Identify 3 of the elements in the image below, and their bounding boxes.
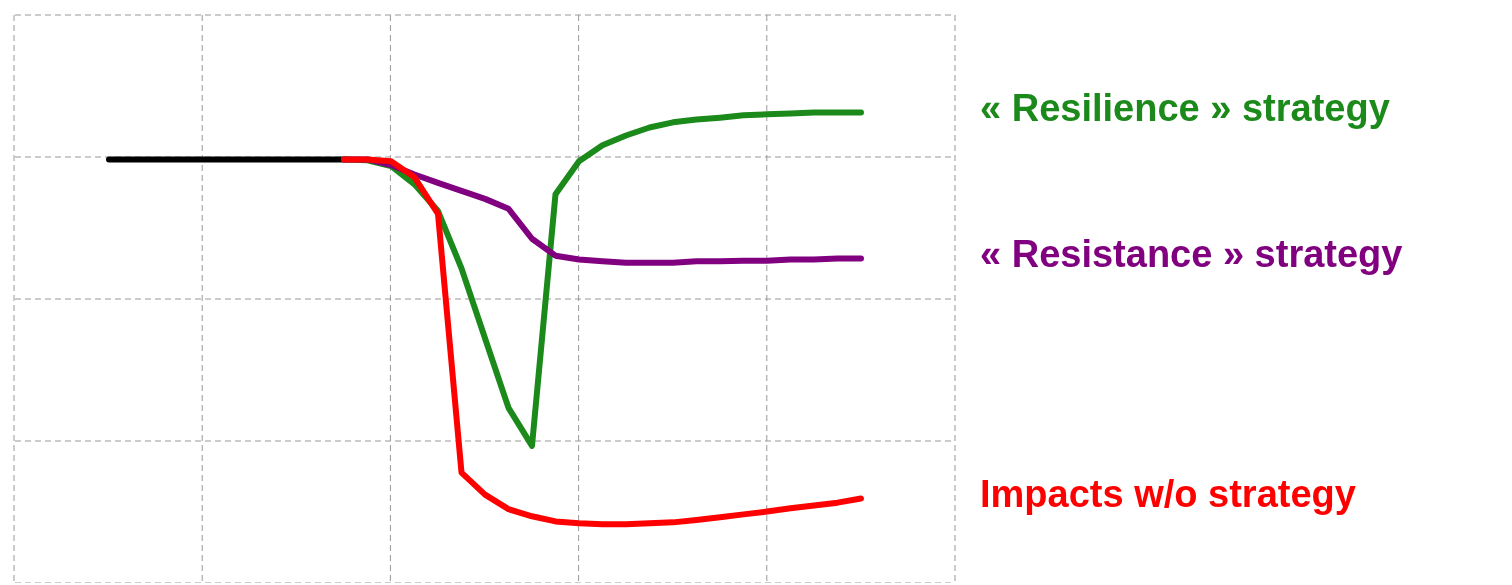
text: « Resilience » strategy (980, 86, 1390, 130)
text: Impacts w/o strategy (980, 473, 1356, 517)
text: « Resistance » strategy (980, 232, 1403, 276)
